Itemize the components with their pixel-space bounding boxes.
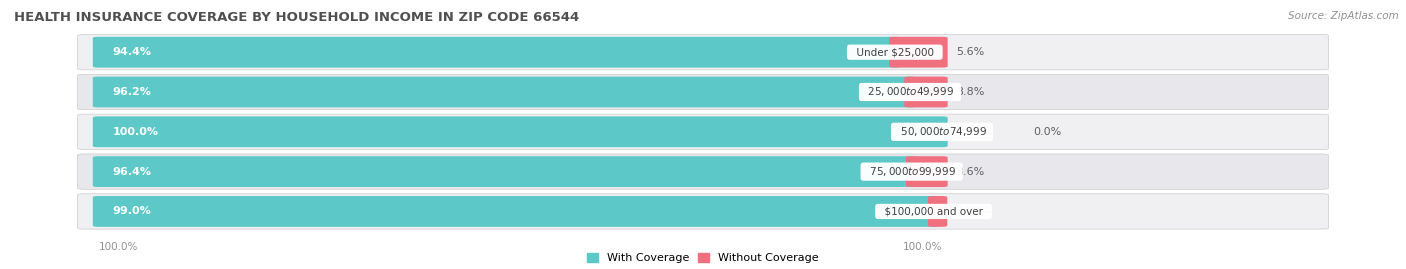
- Text: HEALTH INSURANCE COVERAGE BY HOUSEHOLD INCOME IN ZIP CODE 66544: HEALTH INSURANCE COVERAGE BY HOUSEHOLD I…: [14, 11, 579, 24]
- Text: 0.0%: 0.0%: [1033, 127, 1062, 137]
- Text: 94.4%: 94.4%: [112, 47, 152, 57]
- Text: Under $25,000: Under $25,000: [849, 47, 941, 57]
- Text: 100.0%: 100.0%: [98, 242, 138, 252]
- Text: 96.2%: 96.2%: [112, 87, 152, 97]
- Text: 3.8%: 3.8%: [956, 87, 984, 97]
- Text: 5.6%: 5.6%: [956, 47, 984, 57]
- Text: $75,000 to $99,999: $75,000 to $99,999: [863, 165, 960, 178]
- Legend: With Coverage, Without Coverage: With Coverage, Without Coverage: [588, 253, 818, 263]
- Text: 99.0%: 99.0%: [112, 206, 152, 217]
- Text: $50,000 to $74,999: $50,000 to $74,999: [894, 125, 990, 138]
- Text: 100.0%: 100.0%: [112, 127, 159, 137]
- Text: 96.4%: 96.4%: [112, 167, 152, 177]
- Text: 0.96%: 0.96%: [956, 206, 991, 217]
- Text: 3.6%: 3.6%: [956, 167, 984, 177]
- Text: 100.0%: 100.0%: [903, 242, 942, 252]
- Text: $25,000 to $49,999: $25,000 to $49,999: [862, 86, 959, 98]
- Text: $100,000 and over: $100,000 and over: [877, 206, 990, 217]
- Text: Source: ZipAtlas.com: Source: ZipAtlas.com: [1288, 11, 1399, 21]
